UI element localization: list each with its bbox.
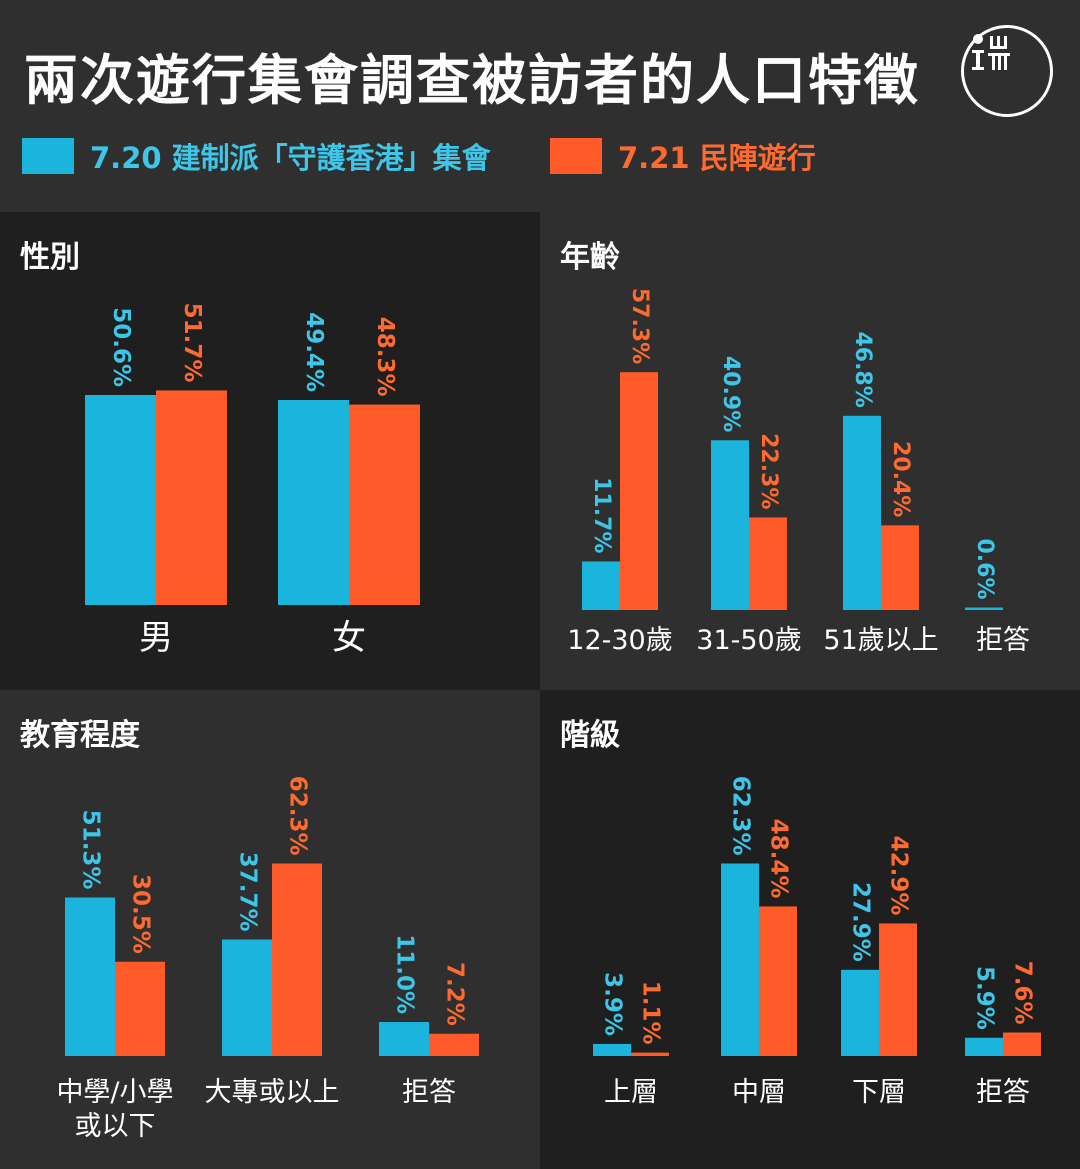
- chart-education: 51.3% 30.5% 中學/小學或以下 37.7% 62.3% 大專或以上 11.0% 7.…: [56, 776, 479, 1142]
- class-value-label-a-2: 27.9%: [848, 882, 874, 962]
- age-bar-b-2: [881, 525, 919, 610]
- class-value-label-b-1: 48.4%: [766, 819, 792, 899]
- age-category-label-3: 拒答: [976, 625, 1030, 656]
- chart-gender: 50.6% 51.7% 男 49.4% 48.3% 女: [85, 303, 420, 658]
- class-bar-a-0: [593, 1043, 631, 1056]
- education-bar-b-2: [429, 1033, 479, 1056]
- legend-item-series-b: 7.21 民陣遊行: [550, 134, 816, 178]
- legend-label-series-b: 7.21 民陣遊行: [618, 141, 816, 175]
- gender-category-label-0: 男: [139, 618, 173, 658]
- gender-value-label-a-1: 49.4%: [301, 312, 327, 392]
- education-bar-b-0: [115, 961, 165, 1056]
- initium-logo-icon: [961, 25, 1053, 117]
- gender-bar-b-1: [349, 404, 420, 605]
- age-category-label-2: 51歲以上: [823, 625, 938, 656]
- class-bar-a-3: [965, 1037, 1003, 1056]
- gender-bar-b-0: [156, 390, 227, 605]
- age-bar-b-0: [620, 372, 658, 610]
- class-value-label-a-0: 3.9%: [600, 972, 626, 1036]
- education-value-label-b-2: 7.2%: [442, 962, 468, 1026]
- education-category-label-0: 中學/小學或以下: [56, 1077, 173, 1142]
- class-category-label-1: 中層: [732, 1077, 786, 1108]
- age-bar-a-0: [582, 561, 620, 610]
- education-bar-a-1: [222, 939, 272, 1056]
- gender-bar-a-1: [278, 399, 349, 605]
- age-bar-a-2: [843, 415, 881, 610]
- education-bar-a-0: [65, 897, 115, 1056]
- class-category-label-2: 下層: [852, 1077, 906, 1108]
- class-value-label-b-0: 1.1%: [638, 981, 664, 1045]
- gender-category-label-1: 女: [332, 618, 366, 658]
- panel-education: 教育程度 51.3% 30.5% 中學/小學或以下 37.7% 62.3% 大專或以上 11…: [0, 690, 540, 1169]
- age-value-label-b-2: 20.4%: [888, 441, 913, 517]
- age-value-label-b-1: 22.3%: [756, 433, 781, 509]
- legend-label-series-a: 7.20 建制派「守護香港」集會: [90, 141, 491, 175]
- class-bar-b-3: [1003, 1032, 1041, 1056]
- class-value-label-b-2: 42.9%: [886, 836, 912, 916]
- education-value-label-a-2: 11.0%: [392, 934, 418, 1014]
- panel-gender: 性別 50.6% 51.7% 男 49.4% 48.3% 女: [0, 212, 540, 690]
- age-value-label-b-0: 57.3%: [627, 288, 652, 364]
- panel-title-age: 年齡: [560, 240, 620, 275]
- page-title: 兩次遊行集會調查被訪者的人口特徵: [24, 49, 920, 112]
- education-value-label-b-1: 62.3%: [285, 776, 311, 856]
- education-value-label-a-1: 37.7%: [235, 852, 261, 932]
- age-value-label-a-2: 46.8%: [850, 331, 875, 407]
- class-value-label-b-3: 7.6%: [1010, 961, 1036, 1025]
- panel-age: 年齡 11.7% 57.3% 12-30歲 40.9% 22.3% 31-50歲 46.8%…: [540, 212, 1080, 690]
- age-bar-a-1: [711, 440, 749, 610]
- gender-value-label-b-1: 48.3%: [372, 317, 398, 397]
- age-value-label-a-1: 40.9%: [718, 356, 743, 432]
- age-category-label-0: 12-30歲: [567, 625, 672, 656]
- education-category-label-1: 大專或以上: [205, 1077, 340, 1108]
- legend-item-series-a: 7.20 建制派「守護香港」集會: [22, 134, 491, 178]
- chart-age: 11.7% 57.3% 12-30歲 40.9% 22.3% 31-50歲 46.8% 20.…: [567, 288, 1030, 656]
- panel-title-class: 階級: [560, 718, 620, 753]
- class-bar-b-2: [879, 923, 917, 1056]
- education-category-label-2: 拒答: [402, 1077, 456, 1108]
- header: 兩次遊行集會調查被訪者的人口特徵 7.20 建制派「守護香港」集會 7.21 民…: [0, 0, 1080, 212]
- age-value-label-a-0: 11.7%: [589, 477, 614, 553]
- age-bar-a-3: [965, 607, 1003, 610]
- age-value-label-a-3: 0.6%: [972, 538, 997, 599]
- class-category-label-0: 上層: [604, 1077, 658, 1108]
- class-bar-b-1: [759, 906, 797, 1056]
- gender-value-label-b-0: 51.7%: [179, 303, 205, 383]
- class-bar-a-2: [841, 969, 879, 1056]
- class-value-label-a-3: 5.9%: [972, 966, 998, 1030]
- chart-class: 3.9% 1.1% 上層 62.3% 48.4% 中層 27.9% 42.9% 下層 5.9% 7.…: [593, 776, 1041, 1108]
- gender-value-label-a-0: 50.6%: [108, 307, 134, 387]
- gender-bar-a-0: [85, 395, 156, 605]
- legend-swatch-series-b: [550, 138, 602, 174]
- class-category-label-3: 拒答: [976, 1077, 1030, 1108]
- age-category-label-1: 31-50歲: [696, 625, 801, 656]
- panel-title-gender: 性別: [20, 240, 80, 275]
- class-value-label-a-1: 62.3%: [728, 776, 754, 856]
- class-bar-b-0: [631, 1052, 669, 1056]
- education-bar-b-1: [272, 863, 322, 1056]
- education-value-label-b-0: 30.5%: [128, 874, 154, 954]
- education-bar-a-2: [379, 1022, 429, 1056]
- class-bar-a-1: [721, 863, 759, 1056]
- age-bar-b-1: [749, 517, 787, 610]
- panel-title-education: 教育程度: [20, 718, 140, 753]
- education-value-label-a-0: 51.3%: [78, 810, 104, 890]
- legend-swatch-series-a: [22, 138, 74, 174]
- panel-class: 階級 3.9% 1.1% 上層 62.3% 48.4% 中層 27.9% 42.9% 下層 5.9…: [540, 690, 1080, 1169]
